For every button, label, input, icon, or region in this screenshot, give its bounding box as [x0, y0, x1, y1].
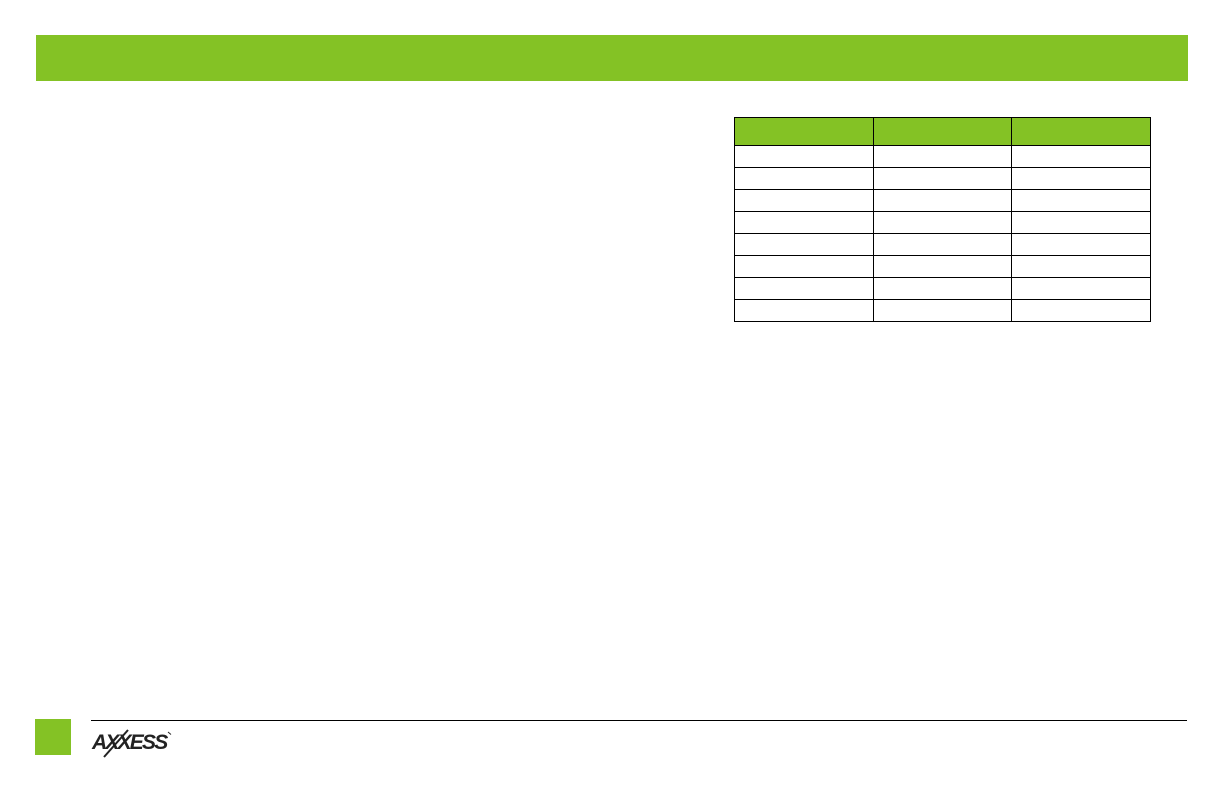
svg-text:AXXESS: AXXESS — [91, 731, 168, 754]
